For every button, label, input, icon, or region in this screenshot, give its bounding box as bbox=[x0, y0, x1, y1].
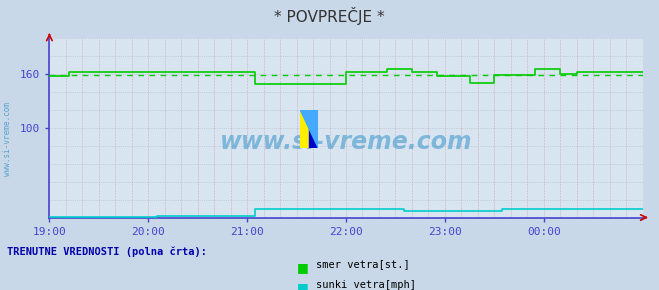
Text: sunki vetra[mph]: sunki vetra[mph] bbox=[316, 280, 416, 290]
Text: ■: ■ bbox=[297, 261, 308, 274]
Bar bbox=[309, 110, 318, 148]
Bar bbox=[300, 110, 309, 148]
Text: www.si-vreme.com: www.si-vreme.com bbox=[3, 102, 13, 176]
Text: * POVPREČJE *: * POVPREČJE * bbox=[274, 7, 385, 25]
Text: www.si-vreme.com: www.si-vreme.com bbox=[219, 130, 473, 154]
Polygon shape bbox=[300, 110, 318, 148]
Text: smer vetra[st.]: smer vetra[st.] bbox=[316, 260, 410, 269]
Text: ■: ■ bbox=[297, 281, 308, 290]
Text: TRENUTNE VREDNOSTI (polna črta):: TRENUTNE VREDNOSTI (polna črta): bbox=[7, 246, 206, 257]
